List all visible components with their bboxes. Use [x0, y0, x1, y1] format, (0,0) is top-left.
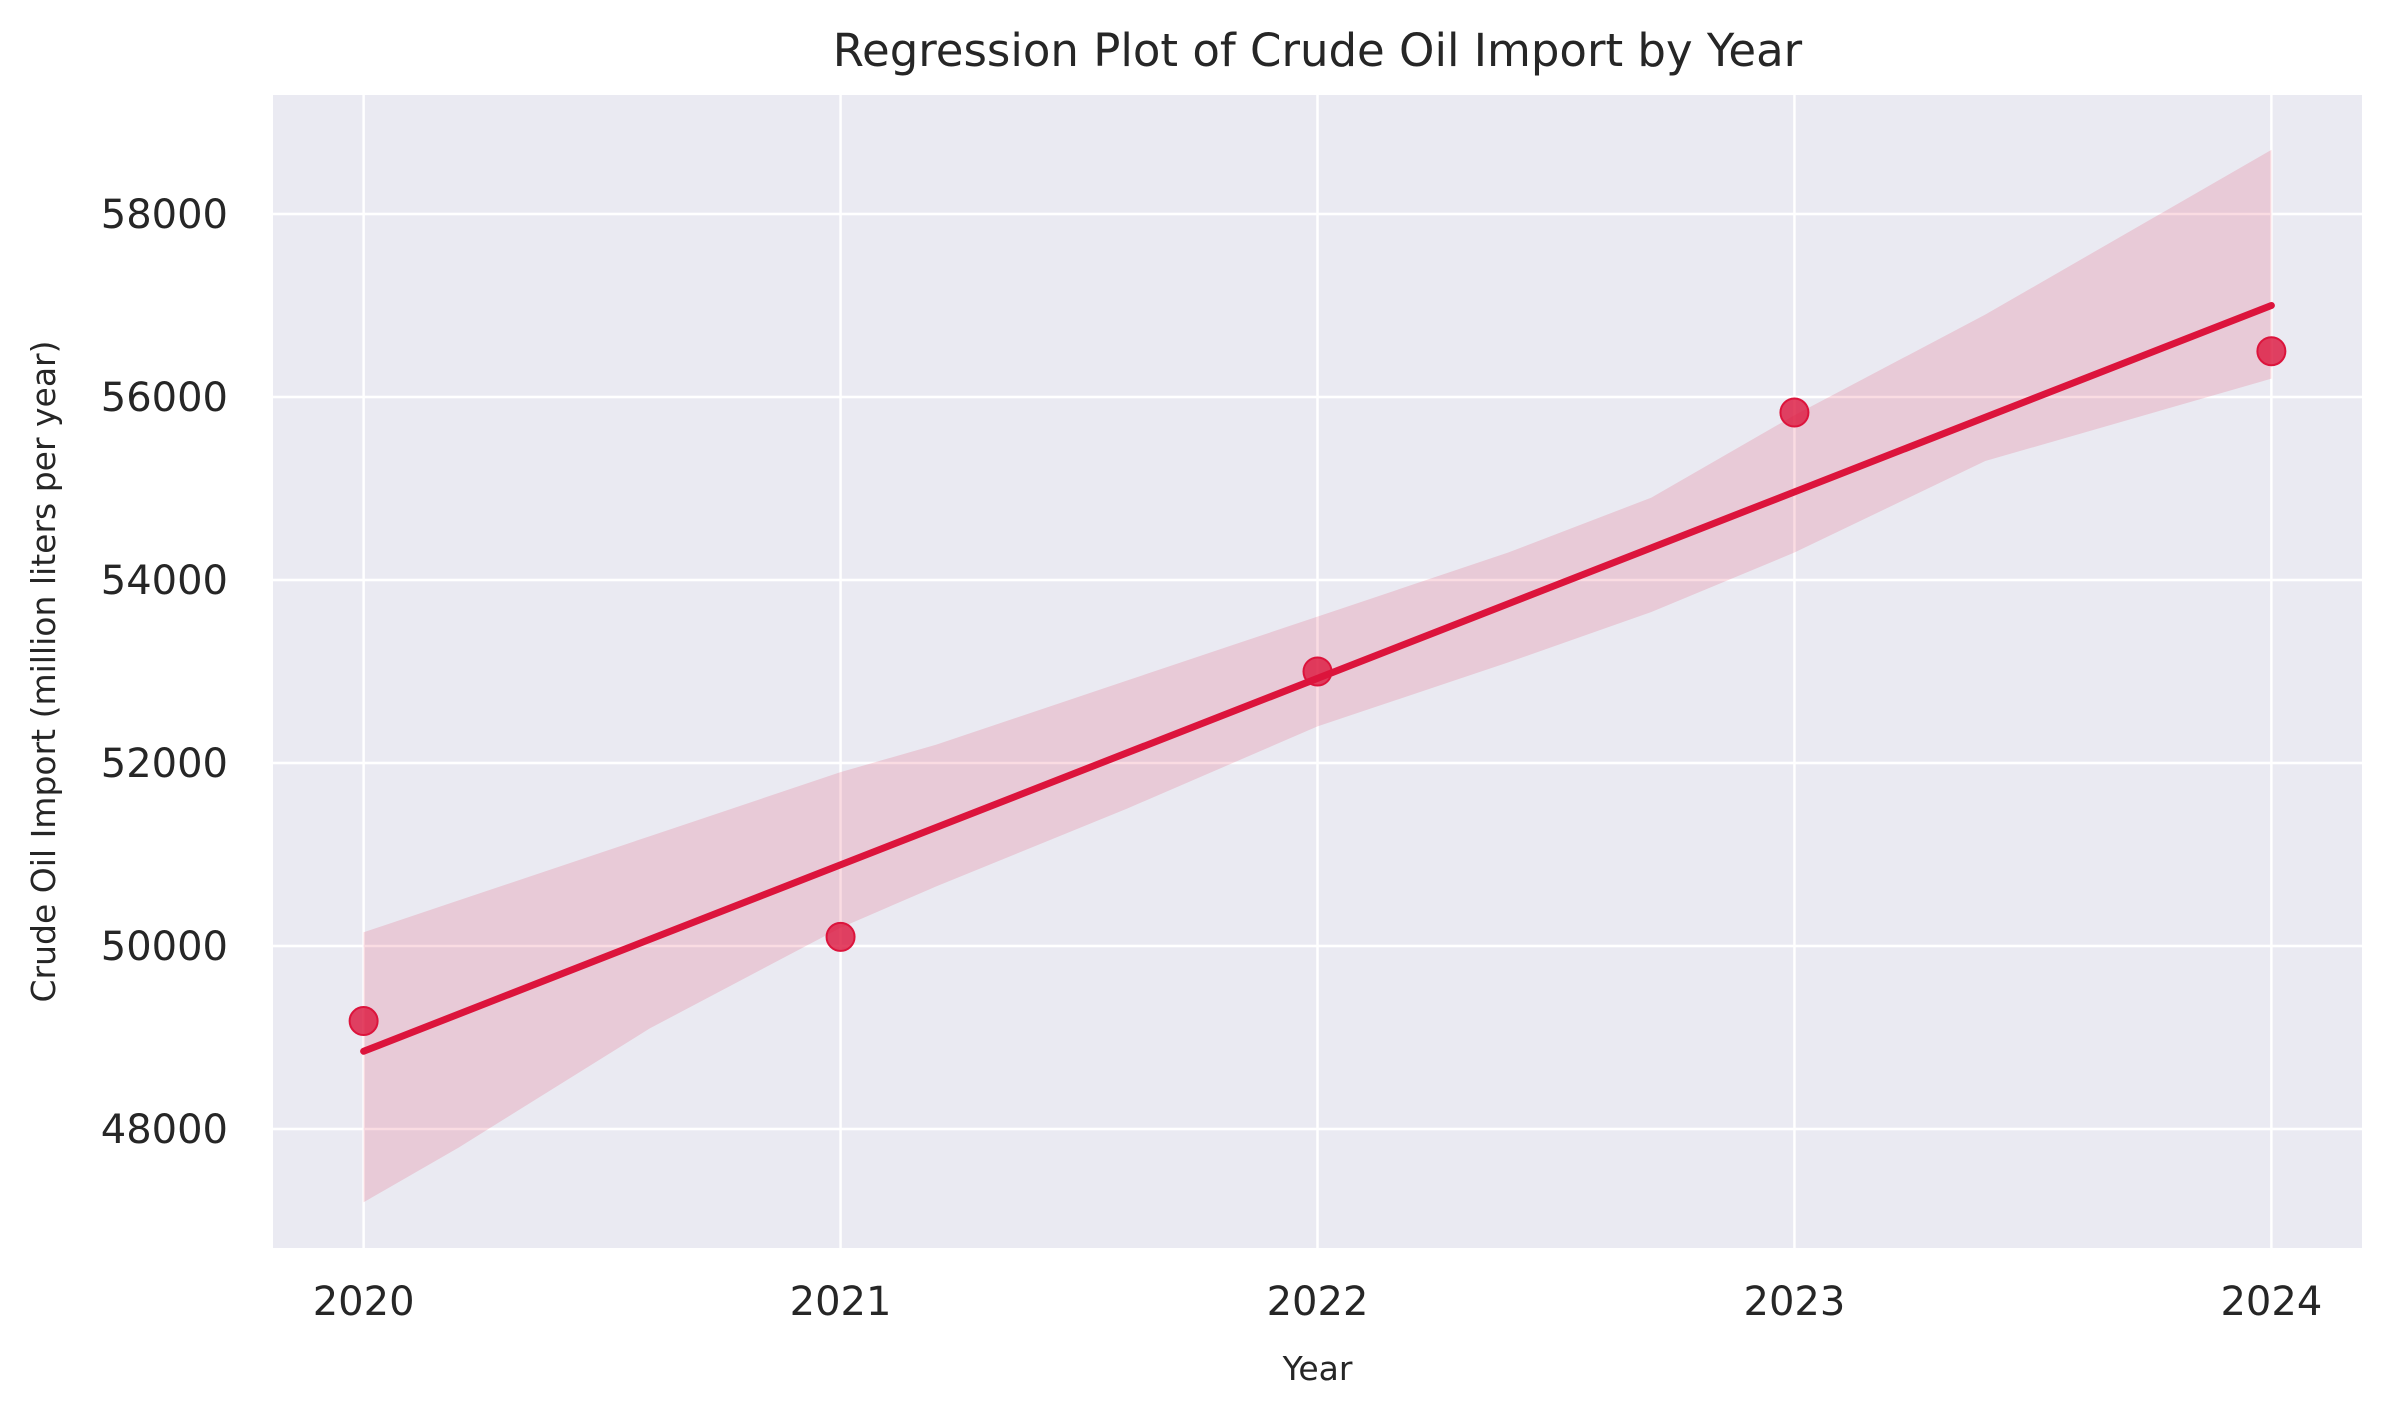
y-tick-label: 56000: [101, 375, 228, 421]
chart-title: Regression Plot of Crude Oil Import by Y…: [833, 24, 1803, 77]
y-tick-label: 54000: [101, 558, 228, 604]
data-points: [348, 336, 2287, 1037]
x-tick-label: 2022: [1267, 1279, 1369, 1325]
y-tick-label: 52000: [101, 741, 228, 787]
x-axis-label: Year: [1282, 1349, 1353, 1388]
y-tick-label: 48000: [101, 1107, 228, 1153]
data-point: [1302, 656, 1333, 687]
data-point: [1779, 397, 1810, 428]
x-tick-label: 2021: [790, 1279, 892, 1325]
data-point: [348, 1006, 379, 1037]
y-tick-label: 50000: [101, 924, 228, 970]
data-point: [825, 921, 856, 952]
tick-labels: 2020 2021 2022 2023 2024 48000 50000 52000 54000…: [101, 192, 2323, 1325]
y-axis-label: Crude Oil Import (million liters per yea…: [24, 341, 63, 1003]
y-tick-label: 58000: [101, 192, 228, 238]
x-tick-label: 2020: [313, 1279, 415, 1325]
x-tick-label: 2023: [1744, 1279, 1846, 1325]
data-point: [2256, 336, 2287, 367]
x-tick-label: 2024: [2220, 1279, 2322, 1325]
